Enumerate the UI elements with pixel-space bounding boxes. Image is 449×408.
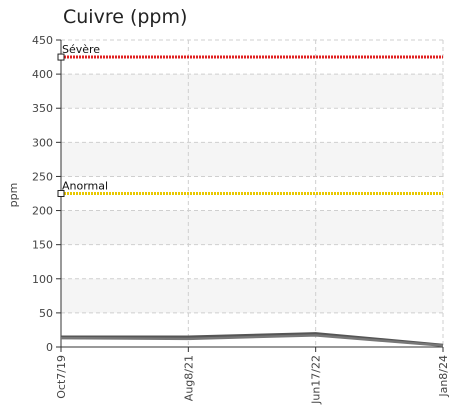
- series-line: [61, 332, 444, 347]
- y-tick-label: 400: [32, 68, 53, 81]
- y-tick-label: 100: [32, 273, 53, 286]
- band: [61, 278, 443, 313]
- band: [61, 74, 443, 109]
- y-tick-label: 0: [46, 341, 53, 354]
- series-line: [60, 334, 444, 347]
- x-tick-label: Jan8/24: [437, 355, 449, 398]
- threshold-label: Sévère: [62, 43, 100, 56]
- threshold-marker: [57, 190, 65, 197]
- x-tick-labels: Oct7/19 Aug8/21 Jun17/22 Jan8/24: [55, 347, 449, 405]
- y-tick-labels: 0 50 100 150 200 250 300 350 400 450: [32, 34, 61, 354]
- x-tick-label: Jun17/22: [310, 355, 323, 405]
- x-tick-label: Aug8/21: [182, 355, 195, 401]
- threshold-marker: [57, 53, 65, 61]
- band: [61, 210, 443, 245]
- y-tick-label: 250: [32, 170, 53, 183]
- y-tick-label: 150: [32, 239, 53, 252]
- background-bands: [61, 74, 443, 313]
- threshold-lines: Sévère Anormal: [57, 43, 443, 197]
- y-tick-label: 50: [39, 307, 53, 320]
- y-tick-label: 350: [32, 102, 53, 115]
- chart-title: Cuivre (ppm): [63, 6, 188, 28]
- y-axis-label: ppm: [7, 183, 20, 208]
- y-tick-label: 200: [32, 205, 53, 218]
- data-series: [60, 332, 444, 347]
- y-tick-label: 300: [32, 136, 53, 149]
- y-tick-label: 450: [32, 34, 53, 47]
- x-tick-label: Oct7/19: [55, 355, 68, 399]
- band: [61, 142, 443, 177]
- threshold-label: Anormal: [62, 180, 108, 193]
